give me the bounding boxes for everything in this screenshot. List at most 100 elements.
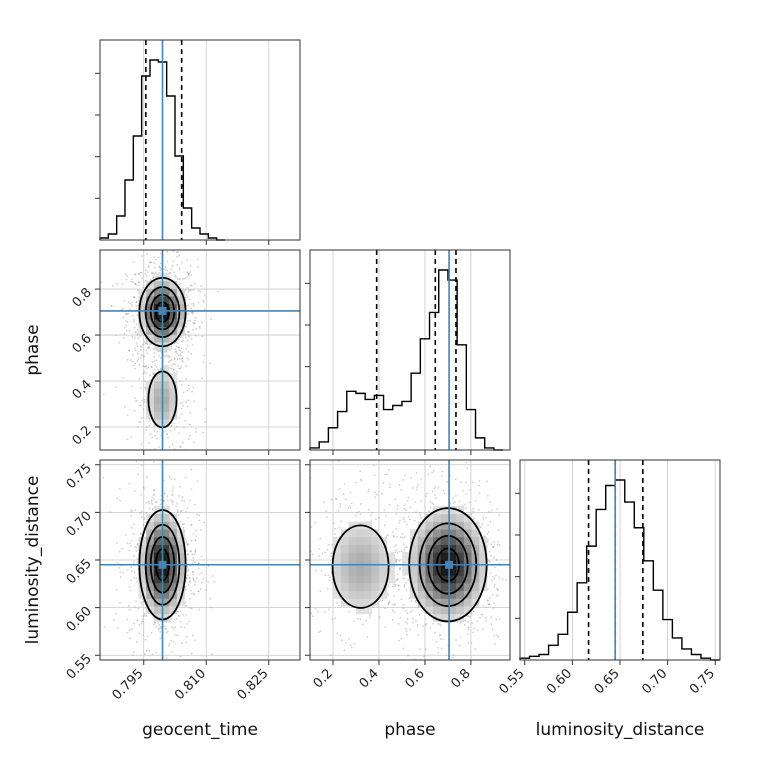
scatter-point <box>412 617 414 620</box>
scatter-point <box>179 446 182 448</box>
density-cell <box>363 590 372 599</box>
scatter-point <box>310 612 313 615</box>
scatter-point <box>140 348 143 351</box>
scatter-point <box>128 585 131 588</box>
density-cell <box>169 544 178 553</box>
density-cell <box>456 567 465 576</box>
density-cell <box>340 552 349 561</box>
scatter-point <box>178 485 181 488</box>
scatter-point <box>387 594 390 596</box>
y-tick-label: 0.60 <box>64 604 95 635</box>
density-cell <box>153 334 162 343</box>
scatter-point <box>132 532 135 535</box>
scatter-point <box>325 510 328 513</box>
scatter-point <box>403 543 405 546</box>
density-cell <box>425 544 434 553</box>
scatter-point <box>125 324 128 327</box>
scatter-point <box>140 601 143 604</box>
scatter-point <box>342 493 345 496</box>
scatter-point <box>186 567 189 569</box>
scatter-point <box>396 535 399 538</box>
scatter-point <box>130 579 132 582</box>
scatter-point <box>338 526 341 529</box>
scatter-point <box>388 469 390 471</box>
scatter-point <box>190 523 193 526</box>
scatter-point <box>186 339 189 342</box>
scatter-point <box>178 346 180 349</box>
scatter-point <box>110 305 113 307</box>
density-cell <box>425 513 434 522</box>
density-cell <box>433 575 442 584</box>
scatter-point <box>426 492 429 495</box>
scatter-point <box>492 546 494 548</box>
scatter-point <box>196 480 199 483</box>
density-cell <box>146 521 155 530</box>
scatter-point <box>488 597 491 600</box>
scatter-point <box>179 520 182 523</box>
scatter-point <box>147 366 150 369</box>
scatter-point <box>163 268 166 270</box>
scatter-point <box>400 489 403 491</box>
scatter-point <box>136 352 139 355</box>
density-cell <box>448 567 457 576</box>
scatter-point <box>152 467 154 469</box>
scatter-point <box>193 319 196 322</box>
scatter-point <box>134 283 137 285</box>
scatter-point <box>153 493 156 496</box>
scatter-point <box>349 507 352 509</box>
scatter-point <box>439 638 442 640</box>
scatter-point <box>185 401 187 404</box>
scatter-point <box>485 517 487 519</box>
scatter-point <box>148 346 151 349</box>
scatter-point <box>144 638 147 641</box>
scatter-point <box>466 615 469 618</box>
x-tick-label: 0.65 <box>592 666 623 697</box>
x-axis-title-geocent_time: geocent_time <box>142 720 258 740</box>
scatter-point <box>126 359 129 361</box>
scatter-point <box>417 634 420 637</box>
scatter-point <box>164 456 166 458</box>
scatter-point <box>176 263 179 266</box>
scatter-point <box>141 634 144 636</box>
density-cell <box>161 419 170 428</box>
density-cell <box>153 590 162 599</box>
density-cell <box>440 506 449 515</box>
scatter-point <box>202 361 205 363</box>
scatter-point <box>142 614 145 617</box>
scatter-point <box>492 593 495 596</box>
density-cell <box>456 521 465 530</box>
density-cell <box>146 544 155 553</box>
scatter-point <box>144 365 147 368</box>
scatter-point <box>171 626 174 629</box>
scatter-point <box>318 548 321 550</box>
scatter-point <box>145 364 148 367</box>
scatter-point <box>165 350 167 353</box>
scatter-point <box>152 508 154 510</box>
density-cell <box>138 303 147 312</box>
scatter-point <box>472 610 475 613</box>
density-cell <box>333 544 342 553</box>
scatter-point <box>202 431 205 434</box>
scatter-point <box>188 576 191 579</box>
scatter-point <box>178 283 180 286</box>
scatter-point <box>177 610 180 613</box>
scatter-point <box>438 633 441 636</box>
scatter-point <box>439 704 441 706</box>
density-cell <box>371 544 380 553</box>
scatter-point <box>167 361 170 363</box>
scatter-point <box>143 487 146 490</box>
scatter-point <box>131 315 134 317</box>
scatter-point <box>177 338 180 341</box>
scatter-point <box>178 494 180 497</box>
scatter-point <box>177 346 180 349</box>
scatter-point <box>213 580 216 583</box>
scatter-point <box>388 601 391 604</box>
scatter-point <box>148 507 151 510</box>
scatter-point <box>192 573 194 576</box>
scatter-point <box>133 273 136 276</box>
scatter-point <box>131 385 134 388</box>
scatter-point <box>146 343 149 345</box>
scatter-point <box>138 378 141 380</box>
scatter-point <box>394 498 397 501</box>
scatter-point <box>331 581 334 584</box>
